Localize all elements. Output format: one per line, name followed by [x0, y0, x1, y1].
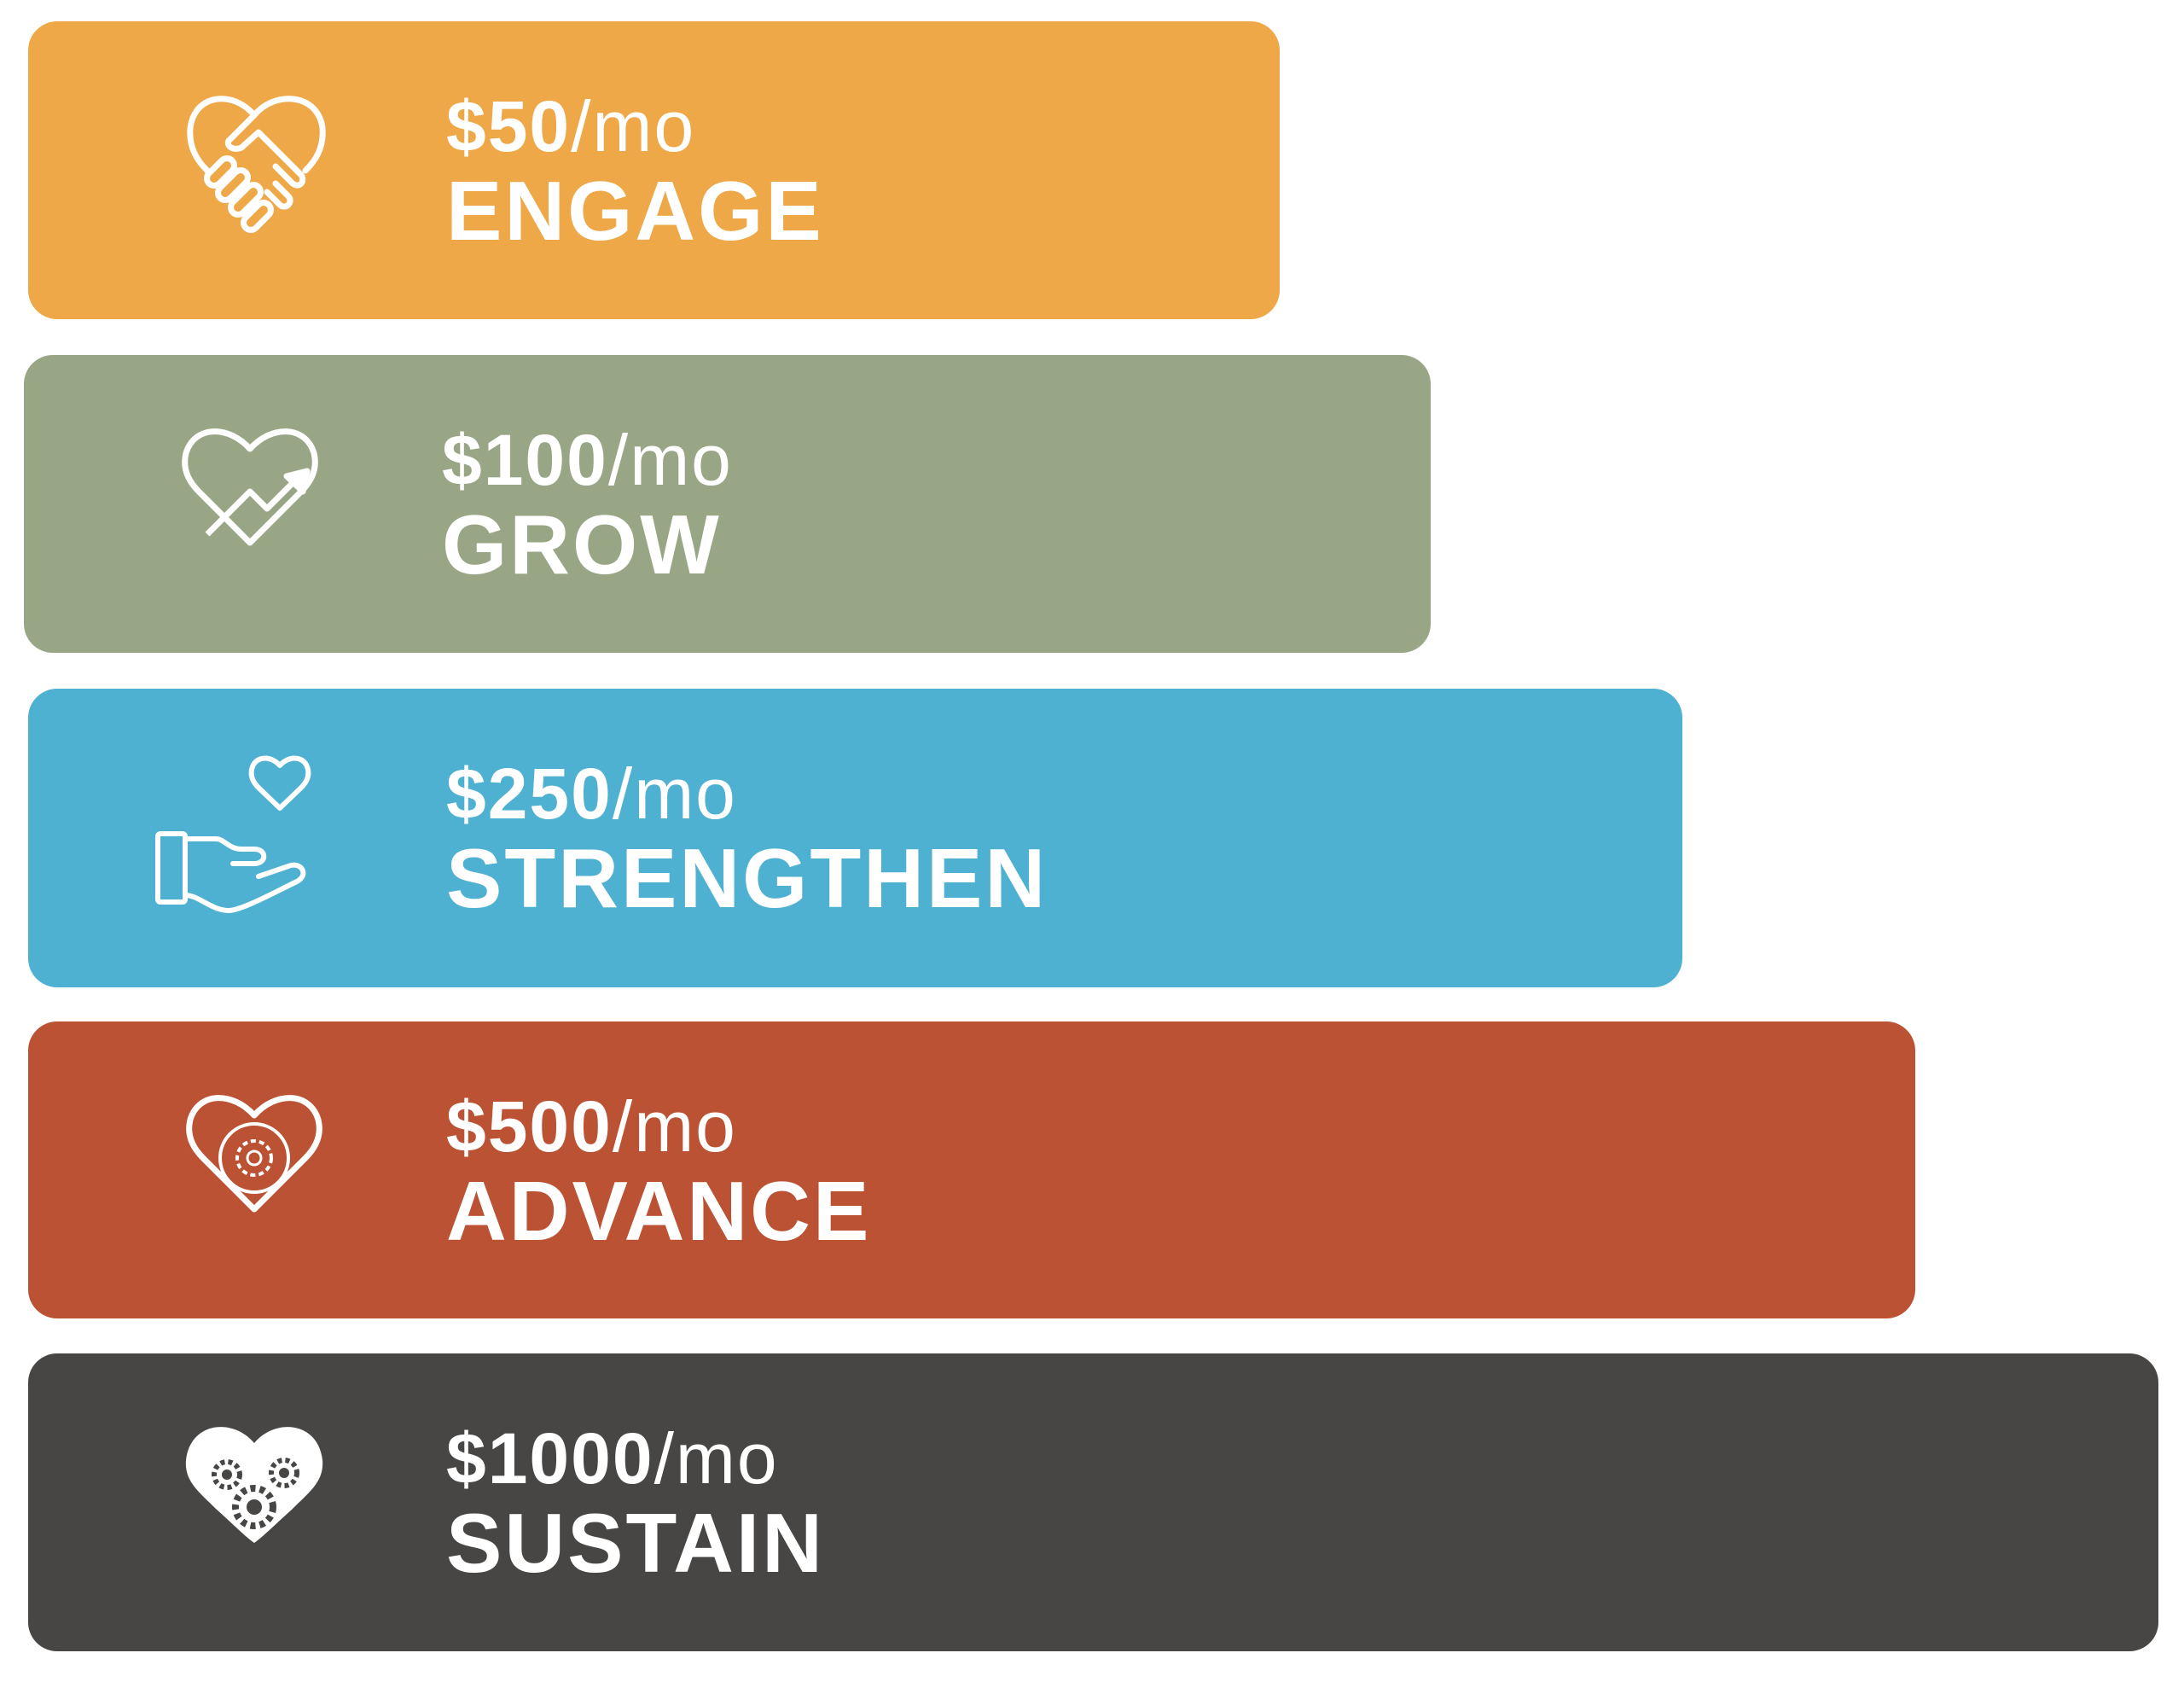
heart-growth-arrow-icon	[143, 415, 357, 594]
price-period: /mo	[607, 420, 733, 500]
tier-grow: $100/mo GROW	[24, 355, 1431, 653]
price-amount: $100	[442, 420, 608, 500]
tier-strengthen: $250/mo STRENGTHEN	[28, 689, 1682, 987]
tier-name: ENGAGE	[446, 164, 824, 258]
tier-sustain: $1000/mo SUSTAIN	[28, 1353, 2158, 1651]
price-amount: $50	[446, 86, 572, 166]
tier-engage: $50/mo ENGAGE	[28, 21, 1280, 319]
price-amount: $1000	[446, 1418, 654, 1499]
price-period: /mo	[571, 86, 696, 166]
price-amount: $500	[446, 1086, 613, 1167]
heart-gear-cycle-icon	[148, 1081, 361, 1260]
price-period: /mo	[612, 1086, 737, 1167]
price-period: /mo	[612, 754, 737, 834]
tier-name: SUSTAIN	[446, 1496, 825, 1590]
price-amount: $250	[446, 754, 613, 834]
tier-name: STRENGTHEN	[446, 831, 1048, 925]
tier-name: GROW	[442, 498, 722, 591]
heart-gears-icon	[148, 1413, 361, 1592]
heart-handshake-icon	[148, 81, 361, 260]
heart-in-hand-icon	[148, 748, 361, 928]
tier-name: ADVANCE	[446, 1164, 872, 1258]
price-period: /mo	[653, 1418, 779, 1499]
tier-advance: $500/mo ADVANCE	[28, 1021, 1915, 1318]
